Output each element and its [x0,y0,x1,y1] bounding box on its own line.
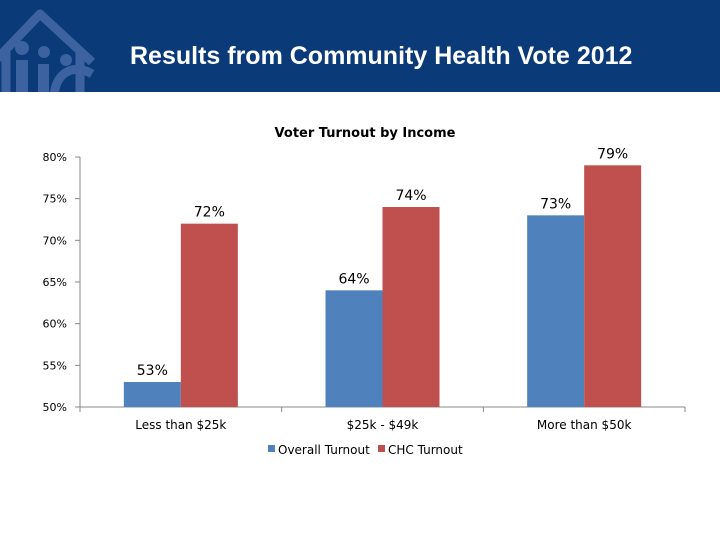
legend-swatch [268,445,275,452]
legend-label: Overall Turnout [278,443,370,457]
bar-chc-turnout [382,207,440,407]
voter-turnout-chart: Voter Turnout by Income 50% 55% 60% 65% 70% 7… [43,126,686,457]
slide-header: Results from Community Health Vote 2012 [0,0,720,92]
y-tick-label: 65% [43,276,67,289]
data-label: 72% [194,205,225,221]
chart-title: Voter Turnout by Income [275,126,456,141]
data-label: 53% [137,363,168,379]
y-tick-label: 80% [43,151,67,164]
y-tick-label: 70% [43,234,67,247]
x-tick-label: Less than $25k [135,418,226,432]
y-tick-label: 50% [43,401,67,414]
legend-swatch [378,445,385,452]
legend-label: CHC Turnout [388,443,463,457]
bar-overall-turnout [325,290,383,407]
slide-title: Results from Community Health Vote 2012 [130,42,633,70]
bar-chc-turnout [180,223,238,407]
y-tick-label: 55% [43,359,67,372]
bar-chc-turnout [584,165,642,407]
data-label: 74% [395,188,426,204]
bar-overall-turnout [527,215,585,407]
y-tick-label: 75% [43,193,67,206]
data-label: 79% [597,146,628,162]
x-tick-label: $25k - $49k [347,418,419,432]
data-label: 64% [338,271,369,287]
bar-overall-turnout [123,382,181,407]
x-tick-label: More than $50k [537,418,632,432]
y-tick-label: 60% [43,318,67,331]
data-label: 73% [540,196,571,212]
house-outline-logo-icon [0,9,96,92]
